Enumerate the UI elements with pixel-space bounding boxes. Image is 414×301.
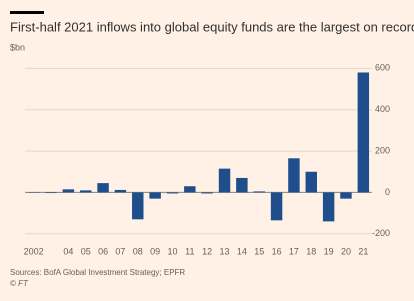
bar [184,186,196,193]
y-unit: $bn [10,42,25,52]
title-rule [10,11,44,14]
bar [45,192,57,194]
bar [149,192,161,199]
bar [166,192,179,194]
bar [322,192,335,222]
y-tick-label: 400 [375,104,390,114]
x-tick-label: 06 [98,246,108,256]
x-tick-label: 05 [81,246,91,256]
source: Sources: BofA Global Investment Strategy… [10,268,185,277]
bar [253,191,265,193]
bar [201,192,213,194]
x-tick-label: 19 [324,246,334,256]
x-tick-label: 12 [202,246,212,256]
x-tick-label: 13 [220,246,230,256]
bar [79,190,92,193]
x-tick-label: 14 [237,246,247,256]
x-tick-label: 09 [150,246,160,256]
bar [114,189,127,193]
x-tick-label: 2002 [24,246,44,256]
x-tick-label: 21 [358,246,368,256]
y-tick-label: 200 [375,145,390,155]
bar [236,177,248,193]
y-tick-label: -200 [372,228,390,238]
x-tick-label: 07 [115,246,125,256]
x-tick-label: 18 [306,246,316,256]
x-tick-label: 08 [133,246,143,256]
y-tick-label: 600 [375,63,390,73]
bar [97,183,109,193]
y-tick-label: 0 [385,187,390,197]
x-tick-label: 04 [63,246,73,256]
x-tick-label: 10 [167,246,177,256]
bar [270,192,283,221]
bar [62,189,75,193]
bar [340,192,352,199]
bar [288,158,300,193]
bar [357,72,370,193]
bar [132,192,144,220]
bar [218,168,231,193]
credit: © FT [10,279,29,288]
chart-title: First-half 2021 inflows into global equi… [10,19,414,34]
x-tick-label: 20 [341,246,351,256]
x-tick-label: 16 [272,246,282,256]
x-tick-label: 11 [185,246,194,256]
x-tick-label: 17 [289,246,299,256]
bar [305,171,318,193]
x-tick-label: 15 [254,246,264,256]
